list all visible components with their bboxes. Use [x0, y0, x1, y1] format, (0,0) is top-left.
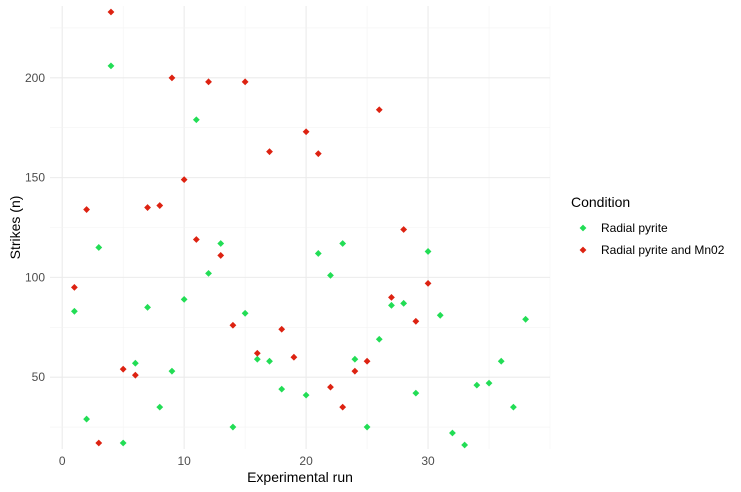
data-point [266, 148, 273, 156]
data-point [522, 315, 530, 323]
y-tick-label: 150 [25, 171, 45, 185]
data-point [485, 379, 493, 387]
y-tick-label: 50 [32, 370, 46, 384]
data-point [180, 176, 188, 184]
data-point [375, 335, 383, 343]
x-tick-label: 10 [177, 454, 191, 468]
data-point [327, 383, 334, 391]
grid [50, 6, 551, 449]
data-point [131, 359, 139, 367]
x-axis-ticks: 0 10 20 30 [59, 454, 435, 468]
data-point [400, 299, 408, 307]
data-point [180, 295, 188, 303]
data-point [400, 226, 408, 233]
x-axis-title: Experimental run [247, 469, 353, 485]
data-point [266, 357, 273, 365]
data-point [217, 240, 225, 247]
data-point [339, 240, 347, 247]
data-point [497, 357, 505, 365]
data-point [436, 311, 444, 319]
data-point [375, 106, 383, 114]
y-axis-ticks: 50 100 150 200 [25, 71, 45, 384]
y-axis-title: Strikes (n) [7, 196, 23, 260]
data-point [339, 403, 347, 411]
data-point [144, 303, 151, 311]
data-point [363, 423, 371, 431]
data-point [205, 78, 212, 86]
data-point [290, 353, 298, 361]
legend-label: Radial pyrite [601, 221, 668, 235]
y-tick-label: 200 [25, 71, 45, 85]
data-point [302, 128, 310, 136]
data-point [241, 78, 249, 86]
data-point [168, 74, 176, 82]
data-point [363, 357, 371, 365]
legend: Condition Radial pyrite Radial pyrite and… [571, 194, 725, 257]
data-point [424, 279, 432, 287]
data-point [144, 204, 151, 211]
x-tick-label: 20 [299, 454, 313, 468]
data-point [327, 271, 334, 279]
data-point [229, 321, 237, 329]
data-point [302, 391, 310, 399]
data-point [192, 116, 200, 124]
data-point [314, 250, 322, 257]
data-point [351, 367, 359, 375]
data-point [156, 202, 164, 209]
x-tick-label: 0 [59, 454, 66, 468]
data-point [217, 252, 225, 259]
y-tick-label: 100 [25, 270, 45, 284]
data-point [449, 429, 456, 437]
x-tick-label: 30 [421, 454, 435, 468]
data-point [461, 441, 469, 449]
data-point [388, 301, 395, 309]
data-point [412, 389, 420, 397]
data-point [119, 365, 127, 373]
data-point [510, 403, 517, 411]
data-point [168, 367, 176, 375]
data-point [278, 385, 286, 393]
legend-label: Radial pyrite and Mn02 [601, 243, 725, 257]
data-point [95, 439, 103, 447]
data-point [83, 415, 90, 423]
data-point [388, 293, 395, 301]
data-point [70, 307, 78, 315]
data-point [351, 355, 359, 363]
data-point [192, 236, 200, 243]
data-point [412, 317, 420, 325]
data-points [70, 8, 530, 449]
data-point [205, 269, 212, 277]
data-point [241, 309, 249, 317]
data-point [107, 62, 115, 70]
data-point [95, 244, 103, 251]
legend-items: Radial pyrite Radial pyrite and Mn02 [579, 221, 725, 257]
data-point [83, 206, 90, 213]
data-point [107, 8, 115, 16]
data-point [424, 248, 432, 255]
data-point [70, 283, 78, 291]
data-point [229, 423, 237, 431]
data-point [156, 403, 164, 411]
data-point [278, 325, 286, 333]
data-point [131, 371, 139, 379]
data-point [473, 381, 481, 389]
data-point [119, 439, 127, 447]
legend-marker [579, 224, 587, 232]
legend-marker [579, 246, 587, 254]
data-point [314, 150, 322, 158]
data-point [253, 349, 261, 357]
legend-title: Condition [571, 194, 630, 210]
data-point [253, 355, 261, 363]
